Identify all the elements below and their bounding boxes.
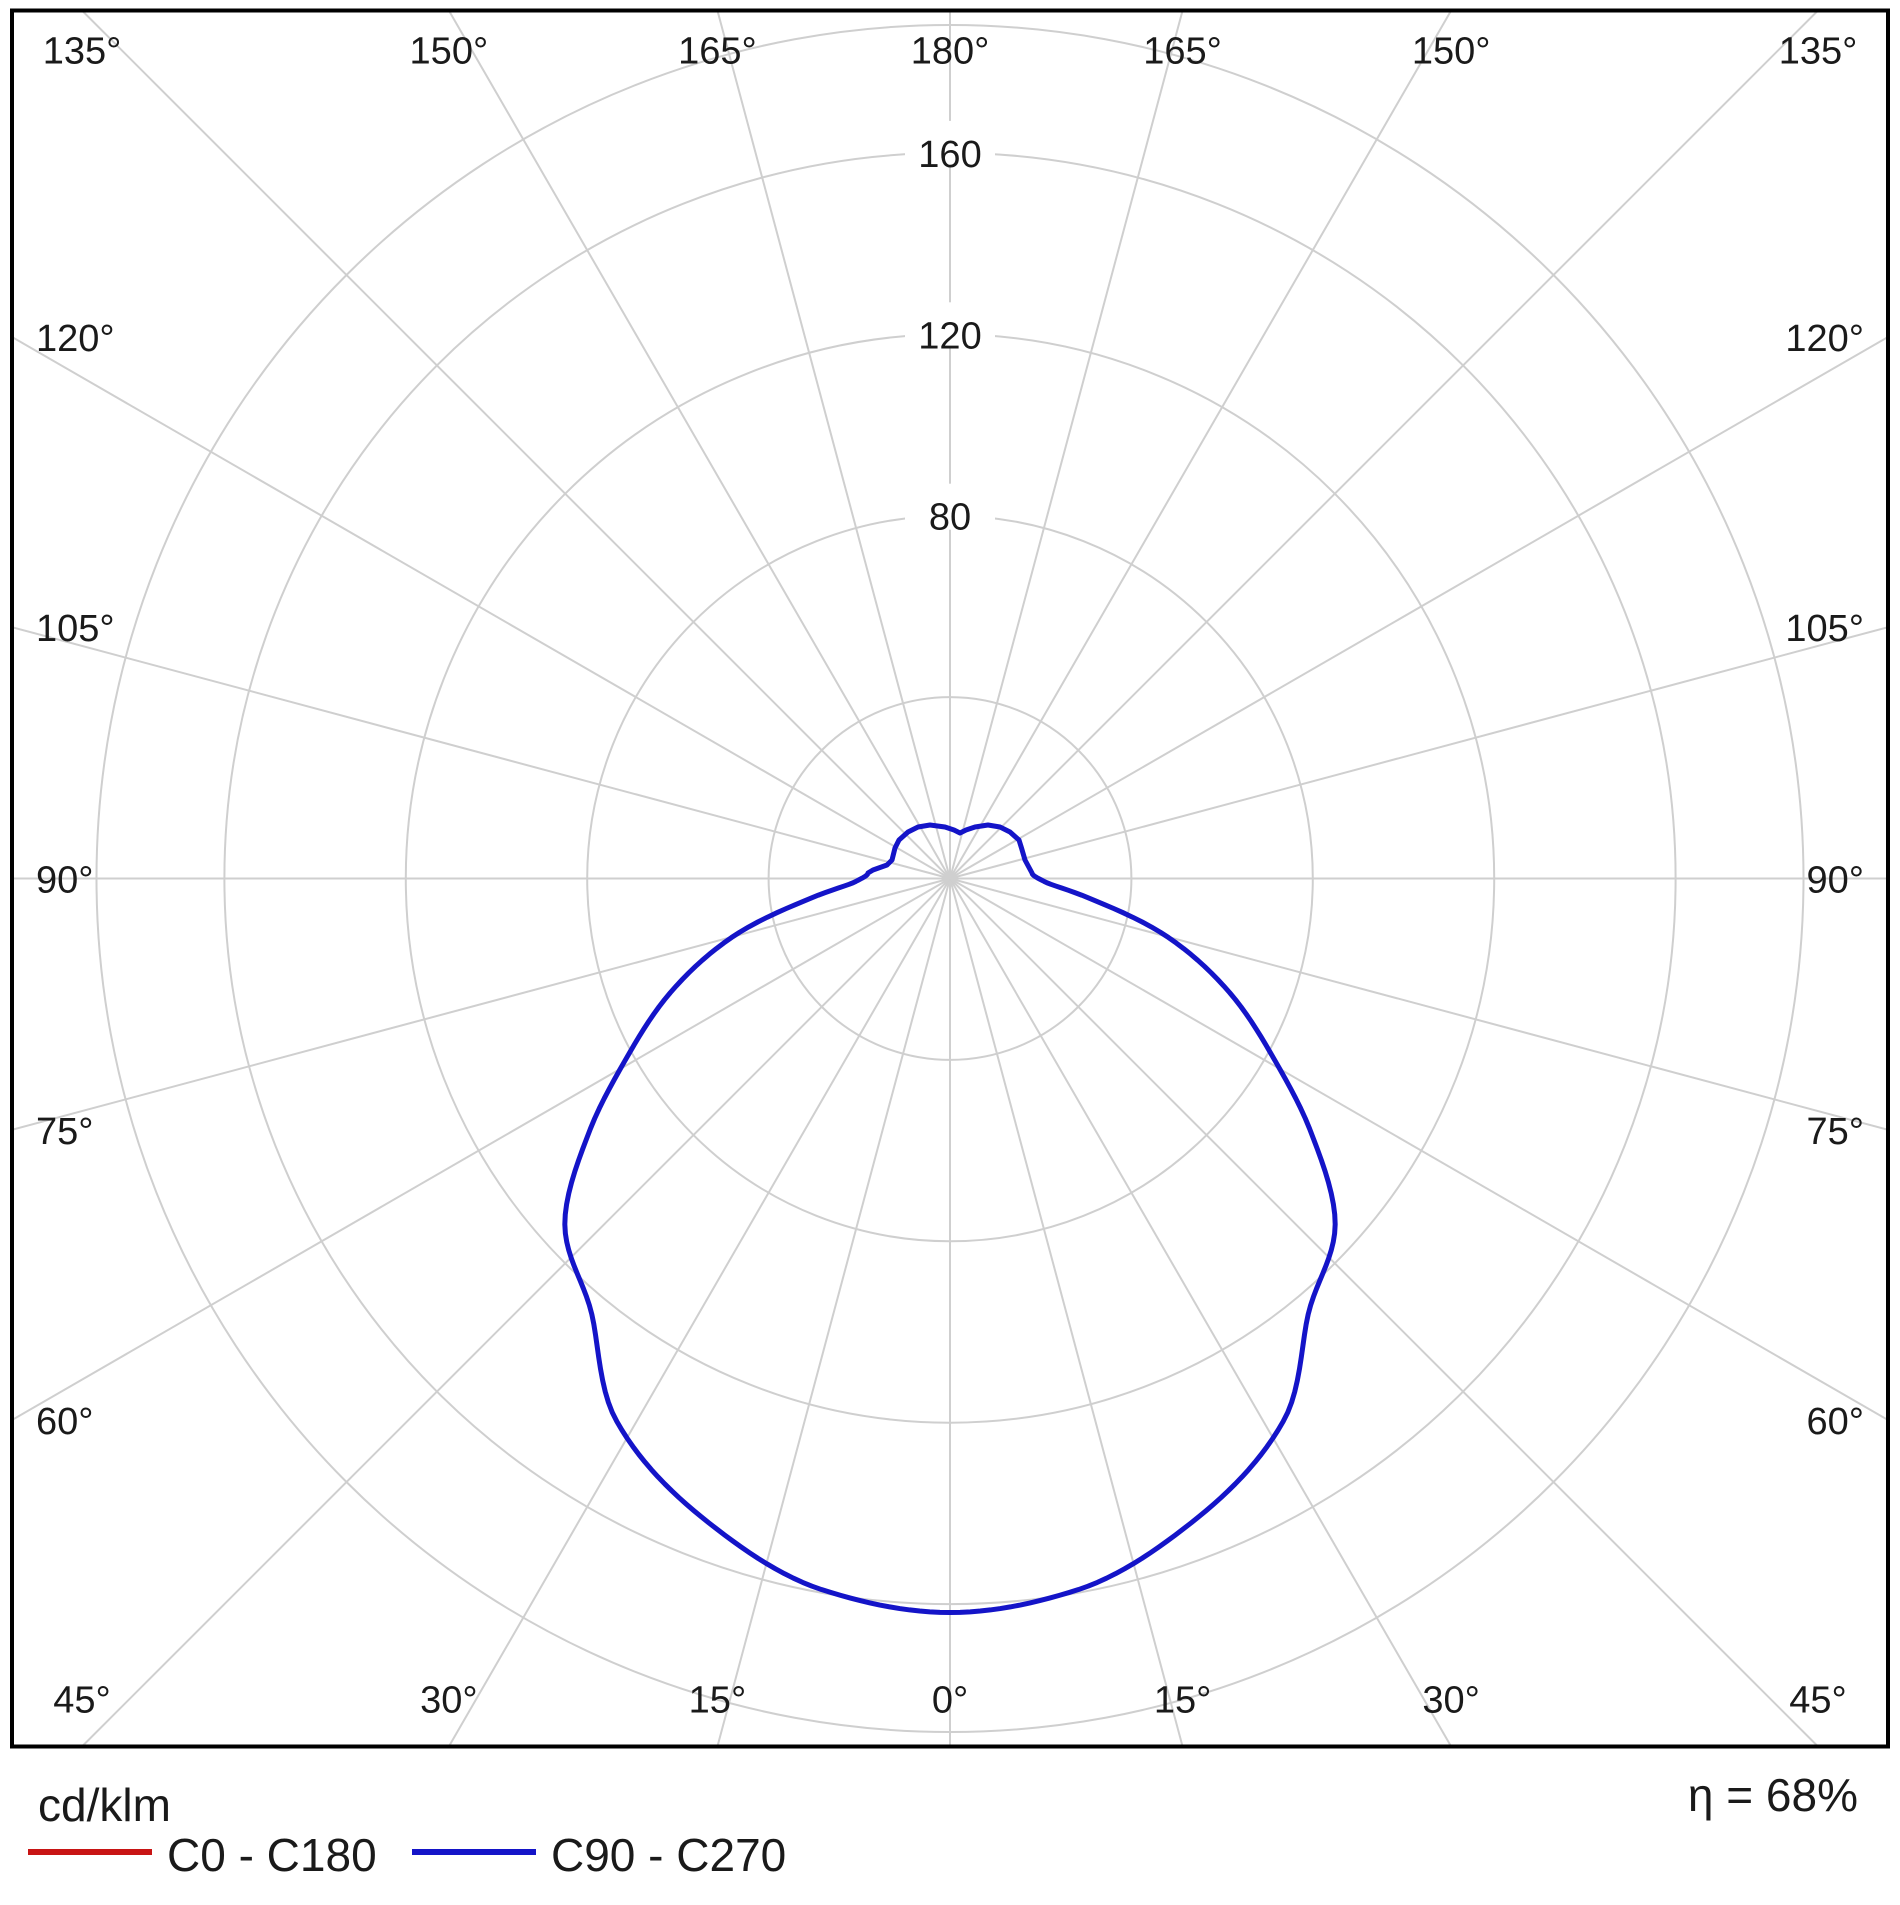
svg-text:80: 80: [929, 497, 971, 539]
svg-text:75°: 75°: [36, 1111, 93, 1153]
svg-text:180°: 180°: [911, 31, 990, 73]
svg-text:η = 68%: η = 68%: [1688, 1769, 1858, 1821]
svg-text:30°: 30°: [420, 1680, 477, 1722]
svg-text:15°: 15°: [1154, 1680, 1211, 1722]
svg-text:135°: 135°: [43, 31, 122, 73]
svg-text:150°: 150°: [1412, 31, 1491, 73]
svg-text:120°: 120°: [36, 318, 115, 360]
svg-text:105°: 105°: [1785, 608, 1864, 650]
svg-text:160: 160: [918, 134, 981, 176]
svg-text:C0 - C180: C0 - C180: [167, 1829, 377, 1881]
svg-text:120°: 120°: [1785, 318, 1864, 360]
svg-text:165°: 165°: [678, 31, 757, 73]
svg-text:90°: 90°: [36, 860, 93, 902]
svg-text:150°: 150°: [410, 31, 489, 73]
svg-text:105°: 105°: [36, 608, 115, 650]
svg-text:0°: 0°: [932, 1680, 968, 1722]
svg-text:90°: 90°: [1807, 860, 1864, 902]
svg-text:C90 - C270: C90 - C270: [551, 1829, 786, 1881]
svg-text:60°: 60°: [36, 1401, 93, 1443]
svg-text:120: 120: [918, 315, 981, 357]
svg-text:135°: 135°: [1779, 31, 1858, 73]
svg-text:15°: 15°: [689, 1680, 746, 1722]
svg-text:75°: 75°: [1807, 1111, 1864, 1153]
svg-text:45°: 45°: [1789, 1680, 1846, 1722]
svg-text:30°: 30°: [1422, 1680, 1479, 1722]
svg-text:cd/klm: cd/klm: [38, 1779, 171, 1831]
svg-text:60°: 60°: [1807, 1401, 1864, 1443]
svg-text:165°: 165°: [1143, 31, 1222, 73]
svg-text:45°: 45°: [53, 1680, 110, 1722]
